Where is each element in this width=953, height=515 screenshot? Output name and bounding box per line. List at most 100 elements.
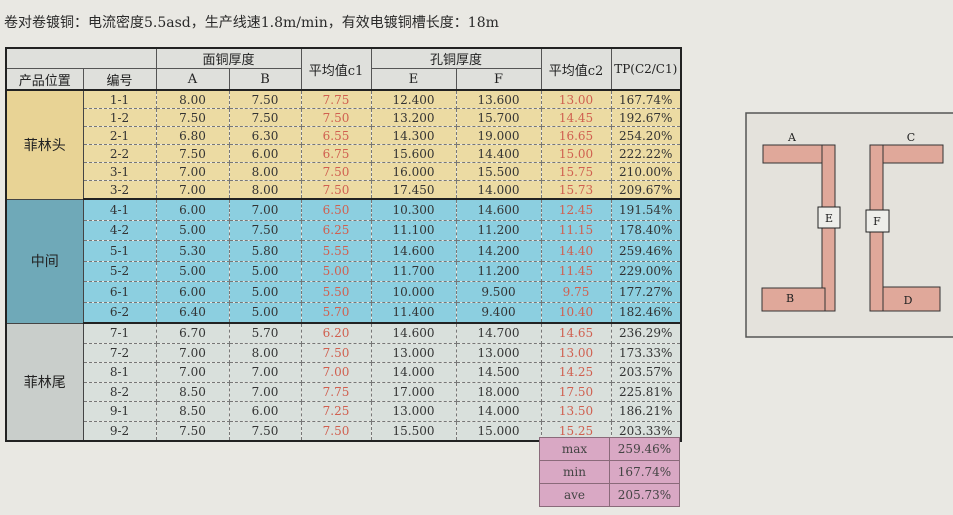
cell-e: 15.600 (370, 144, 457, 163)
cell-a: 7.00 (155, 180, 230, 200)
cell-b: 7.00 (228, 362, 302, 383)
table-row: 3-1 7.00 8.00 7.50 16.000 15.500 15.75 210.00% (6, 162, 682, 181)
cell-b: 5.00 (228, 260, 302, 282)
cell-e: 17.000 (370, 381, 457, 402)
cell-a: 5.00 (155, 260, 230, 282)
cell-id: 1-1 (82, 89, 157, 109)
cell-e: 11.700 (370, 260, 457, 282)
cell-tp: 182.46% (610, 301, 682, 324)
cell-c1: 7.50 (300, 108, 372, 127)
cell-c1: 6.20 (300, 322, 372, 344)
cell-c1: 7.50 (300, 420, 372, 442)
cell-b: 5.80 (228, 240, 302, 262)
cell-b: 8.00 (228, 180, 302, 200)
cell-b: 7.00 (228, 198, 302, 221)
cell-f: 18.000 (455, 381, 542, 402)
cell-id: 6-1 (82, 281, 157, 303)
cell-tp: 225.81% (610, 381, 682, 402)
cell-a: 6.00 (155, 198, 230, 221)
cell-c1: 6.50 (300, 198, 372, 221)
cell-b: 5.00 (228, 301, 302, 324)
cell-e: 10.300 (370, 198, 457, 221)
cell-tp: 254.20% (610, 126, 682, 145)
label-box-f (865, 209, 890, 233)
cell-id: 3-1 (82, 162, 157, 181)
cell-c1: 5.70 (300, 301, 372, 324)
cell-id: 6-2 (82, 301, 157, 324)
cell-f: 13.600 (455, 89, 542, 109)
cell-e: 14.300 (370, 126, 457, 145)
cell-f: 13.000 (455, 342, 542, 363)
cell-c2: 9.75 (540, 281, 612, 303)
position-cell: 菲林尾 (5, 322, 84, 442)
header-surface-copper: 面铜厚度 (155, 47, 302, 69)
cell-c1: 5.00 (300, 260, 372, 282)
copper-shapes (761, 144, 944, 312)
cell-tp: 203.57% (610, 362, 682, 383)
summary-label: max (539, 437, 610, 461)
cell-id: 4-2 (82, 219, 157, 241)
table-row: 3-2 7.00 8.00 7.50 17.450 14.000 15.73 209.67% (6, 180, 682, 200)
cell-c2: 15.25 (540, 420, 612, 442)
cell-e: 13.200 (370, 108, 457, 127)
cell-a: 6.70 (155, 322, 230, 344)
cell-c1: 7.00 (300, 362, 372, 383)
table-row: 菲林头 1-1 8.00 7.50 7.75 12.400 13.600 13.00 167.7… (5, 89, 682, 200)
cell-e: 17.450 (370, 180, 457, 200)
cell-id: 4-1 (82, 198, 157, 221)
header-a: A (155, 68, 230, 91)
cell-b: 7.50 (228, 108, 302, 127)
cell-f: 14.000 (455, 401, 542, 422)
cell-id: 2-2 (82, 144, 157, 163)
cell-f: 15.500 (455, 162, 542, 181)
cell-f: 19.000 (455, 126, 542, 145)
label-box-e (817, 206, 841, 229)
table-row: 9-1 8.50 6.00 7.25 13.000 14.000 13.50 186.21% (6, 401, 682, 422)
cell-id: 7-1 (82, 322, 157, 344)
cell-c2: 13.00 (540, 342, 612, 363)
table-row: 1-2 7.50 7.50 7.50 13.200 15.700 14.45 192.67% (6, 108, 682, 127)
header-b: B (228, 68, 302, 91)
cell-a: 5.00 (155, 219, 230, 241)
cell-b: 8.00 (228, 342, 302, 363)
cell-c2: 14.65 (540, 322, 612, 344)
table-row: 中间 4-1 6.00 7.00 6.50 10.300 14.600 12.45 191.54… (5, 198, 682, 324)
sheet-title: 卷对卷镀铜：电流密度5.5asd，生产线速1.8m/min，有效电镀铜槽长度：1… (4, 15, 499, 31)
summary-row-ave: ave 205.73% (539, 483, 680, 507)
cell-a: 7.50 (155, 108, 230, 127)
cell-tp: 222.22% (610, 144, 682, 163)
cell-b: 8.00 (228, 162, 302, 181)
cell-c2: 12.45 (540, 198, 612, 221)
cell-c2: 13.50 (540, 401, 612, 422)
cell-id: 7-2 (82, 342, 157, 363)
cell-e: 11.400 (370, 301, 457, 324)
cell-c1: 7.75 (300, 381, 372, 402)
table-row: 8-2 8.50 7.00 7.75 17.000 18.000 17.50 225.81% (6, 381, 682, 402)
cell-f: 14.500 (455, 362, 542, 383)
summary-table: max 259.46% min 167.74% ave 205.73% (539, 437, 680, 507)
cell-tp: 178.40% (610, 219, 682, 241)
pad-c (882, 144, 944, 164)
label-a: A (787, 131, 797, 144)
cell-e: 14.000 (370, 362, 457, 383)
cell-b: 5.70 (228, 322, 302, 344)
cell-c1: 7.50 (300, 180, 372, 200)
summary-value: 259.46% (609, 437, 680, 461)
header-position: 产品位置 (5, 68, 84, 91)
cell-b: 7.50 (228, 219, 302, 241)
position-cell: 中间 (5, 198, 84, 324)
cell-a: 7.50 (155, 144, 230, 163)
header-number: 编号 (82, 68, 157, 91)
cell-c1: 6.25 (300, 219, 372, 241)
cell-f: 11.200 (455, 219, 542, 241)
cell-c2: 16.65 (540, 126, 612, 145)
cell-tp: 210.00% (610, 162, 682, 181)
cell-a: 6.40 (155, 301, 230, 324)
cell-c2: 14.45 (540, 108, 612, 127)
label-b: B (786, 292, 794, 305)
cell-c1: 7.50 (300, 342, 372, 363)
cell-tp: 259.46% (610, 240, 682, 262)
label-f: F (873, 215, 881, 228)
cell-c1: 5.50 (300, 281, 372, 303)
cell-id: 9-1 (82, 401, 157, 422)
